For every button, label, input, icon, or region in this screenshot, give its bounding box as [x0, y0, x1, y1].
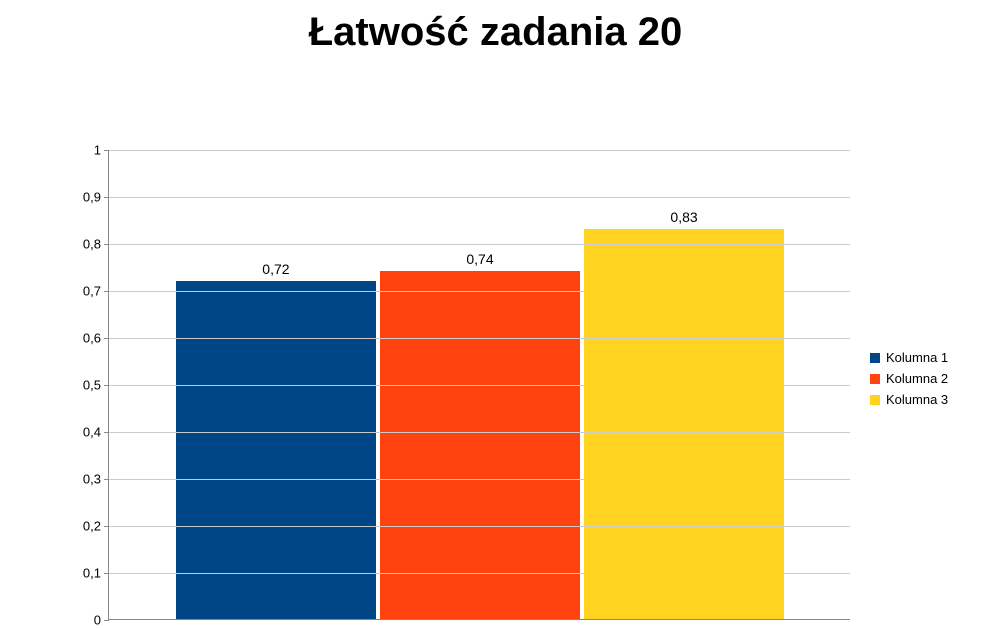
legend-item: Kolumna 2: [870, 371, 948, 386]
y-tick-mark: [104, 573, 109, 574]
grid-line: [109, 338, 850, 339]
grid-line: [109, 244, 850, 245]
y-tick-label: 0,5: [61, 378, 101, 393]
legend-label: Kolumna 3: [886, 392, 948, 407]
y-tick-label: 0,9: [61, 190, 101, 205]
legend-label: Kolumna 2: [886, 371, 948, 386]
bar-value-label: 0,83: [584, 209, 784, 225]
y-tick-label: 0,7: [61, 284, 101, 299]
y-tick-label: 0,2: [61, 519, 101, 534]
plot-area: 0,720,740,83 00,10,20,30,40,50,60,70,80,…: [108, 150, 850, 620]
y-tick-mark: [104, 338, 109, 339]
legend-swatch: [870, 353, 880, 363]
legend-swatch: [870, 395, 880, 405]
y-tick-label: 0,6: [61, 331, 101, 346]
bar-value-label: 0,74: [380, 251, 580, 267]
grid-line: [109, 385, 850, 386]
y-tick-label: 0,8: [61, 237, 101, 252]
grid-line: [109, 197, 850, 198]
y-tick-mark: [104, 244, 109, 245]
y-tick-mark: [104, 197, 109, 198]
y-tick-mark: [104, 150, 109, 151]
grid-line: [109, 573, 850, 574]
y-tick-mark: [104, 385, 109, 386]
bar-value-label: 0,72: [176, 261, 376, 277]
y-tick-mark: [104, 526, 109, 527]
grid-line: [109, 291, 850, 292]
grid-line: [109, 432, 850, 433]
legend-label: Kolumna 1: [886, 350, 948, 365]
bar: 0,83: [584, 229, 784, 619]
y-tick-label: 0,4: [61, 425, 101, 440]
legend-swatch: [870, 374, 880, 384]
grid-line: [109, 479, 850, 480]
y-tick-mark: [104, 620, 109, 621]
chart-title: Łatwość zadania 20: [0, 10, 991, 55]
y-tick-mark: [104, 479, 109, 480]
y-tick-label: 1: [61, 143, 101, 158]
grid-line: [109, 150, 850, 151]
y-tick-label: 0,3: [61, 472, 101, 487]
bar: 0,74: [380, 271, 580, 619]
legend-item: Kolumna 3: [870, 392, 948, 407]
y-tick-mark: [104, 432, 109, 433]
grid-line: [109, 526, 850, 527]
chart-area: 0,720,740,83 00,10,20,30,40,50,60,70,80,…: [60, 150, 850, 620]
legend-item: Kolumna 1: [870, 350, 948, 365]
y-tick-label: 0: [61, 613, 101, 628]
y-tick-mark: [104, 291, 109, 292]
bar: 0,72: [176, 281, 376, 619]
y-tick-label: 0,1: [61, 566, 101, 581]
legend: Kolumna 1 Kolumna 2 Kolumna 3: [870, 350, 948, 413]
